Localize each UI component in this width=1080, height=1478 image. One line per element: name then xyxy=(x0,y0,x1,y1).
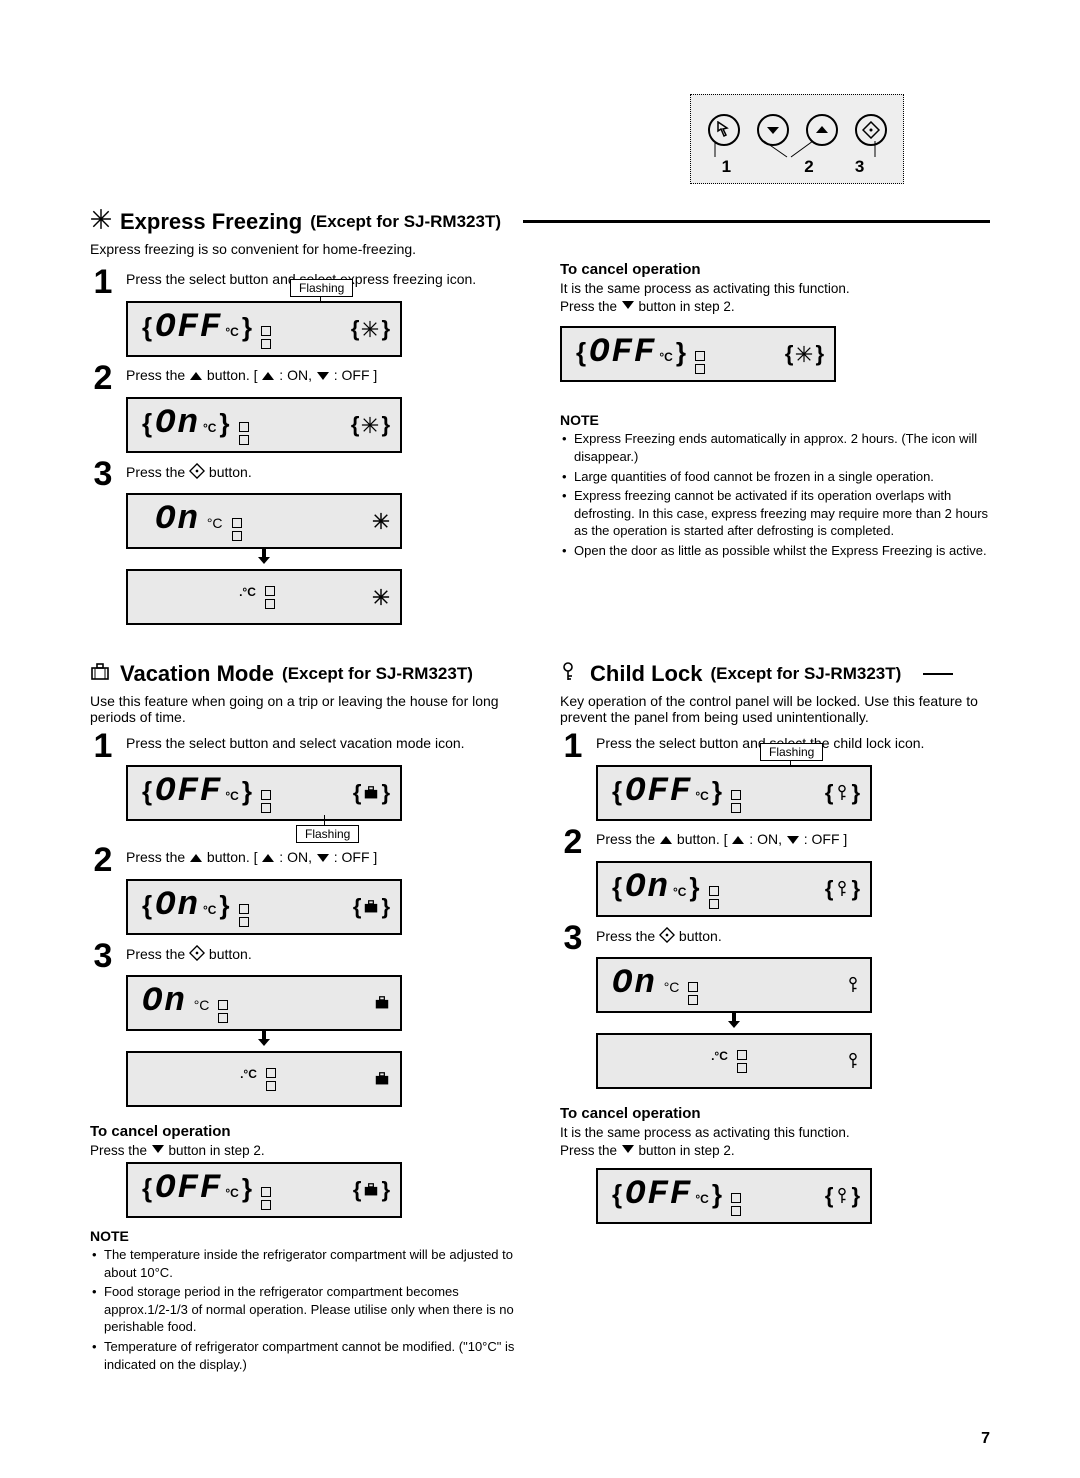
vacation-step2: Press the button. [ : ON, : OFF ] xyxy=(126,843,377,865)
key-icon xyxy=(560,662,582,687)
lcd-cl-result1: On °C xyxy=(596,957,872,1013)
express-notes: Express Freezing ends automatically in a… xyxy=(560,430,990,559)
suitcase-icon xyxy=(374,996,390,1010)
vacation-step3: Press the button. xyxy=(126,939,252,962)
flashing-label: Flashing xyxy=(290,279,353,297)
panel-label-3: 3 xyxy=(855,157,864,177)
step-num-2: 2 xyxy=(90,361,116,395)
lcd-vac-off: {OFF°C} {} xyxy=(126,765,402,821)
express-desc: Express freezing is so convenient for ho… xyxy=(90,241,990,257)
vacation-notes: The temperature inside the refrigerator … xyxy=(90,1246,520,1373)
key-icon xyxy=(846,1052,860,1070)
vac-cancel-head: To cancel operation xyxy=(90,1123,520,1140)
flashing-label: Flashing xyxy=(296,825,359,843)
lcd-cl-result2: .°C xyxy=(596,1033,872,1089)
control-panel-diagram: 1 2 3 xyxy=(690,94,904,184)
snowflake-icon xyxy=(90,208,112,235)
up-button-icon xyxy=(806,114,838,146)
lcd-express-result1: {On °C xyxy=(126,493,402,549)
down-arrow-icon xyxy=(126,547,402,569)
lcd-cl-on: {On°C} {} xyxy=(596,861,872,917)
lcd-express-result2: .°C xyxy=(126,569,402,625)
down-button-icon xyxy=(757,114,789,146)
suitcase-icon xyxy=(374,1072,390,1086)
select-button-icon xyxy=(708,114,740,146)
vacation-subtitle: (Except for SJ-RM323T) xyxy=(282,664,473,684)
flashing-label: Flashing xyxy=(760,743,823,761)
vac-step-num-1: 1 xyxy=(90,729,116,763)
childlock-heading: Child Lock (Except for SJ-RM323T) xyxy=(560,661,990,687)
childlock-title: Child Lock xyxy=(590,661,702,687)
lcd-express-on: {On°C} {} xyxy=(126,397,402,453)
childlock-step3: Press the button. xyxy=(596,921,722,944)
panel-label-1: 1 xyxy=(722,157,731,177)
vac-step-num-2: 2 xyxy=(90,843,116,877)
vac-note-head: NOTE xyxy=(90,1228,520,1244)
step-num-1: 1 xyxy=(90,265,116,299)
childlock-step2: Press the button. [ : ON, : OFF ] xyxy=(596,825,847,847)
step-num-3: 3 xyxy=(90,457,116,491)
lcd-cl-off: {OFF°C} {} xyxy=(596,765,872,821)
express-step2-text: Press the button. [ : ON, : OFF ] xyxy=(126,361,377,383)
enter-button-icon xyxy=(855,114,887,146)
express-step3-text: Press the button. xyxy=(126,457,252,480)
vac-cancel-text: Press the button in step 2. xyxy=(90,1142,520,1160)
cl-cancel-text: It is the same process as activating thi… xyxy=(560,1124,990,1160)
lcd-vac-cancel: {OFF°C} {} xyxy=(126,1162,402,1218)
express-heading: Express Freezing (Except for SJ-RM323T) xyxy=(90,208,990,235)
suitcase-icon xyxy=(90,663,112,686)
express-cancel-text: It is the same process as activating thi… xyxy=(560,280,990,316)
lcd-express-cancel: {OFF°C} {} xyxy=(560,326,836,382)
cl-cancel-head: To cancel operation xyxy=(560,1105,990,1122)
panel-label-2: 2 xyxy=(804,157,813,177)
cl-step-num-2: 2 xyxy=(560,825,586,859)
childlock-subtitle: (Except for SJ-RM323T) xyxy=(710,664,901,684)
express-subtitle: (Except for SJ-RM323T) xyxy=(310,212,501,232)
lcd-vac-on: {On°C} {} xyxy=(126,879,402,935)
express-title: Express Freezing xyxy=(120,209,302,235)
snowflake-icon xyxy=(372,512,390,530)
express-cancel-head: To cancel operation xyxy=(560,261,990,278)
lcd-vac-result1: On °C xyxy=(126,975,402,1031)
lcd-vac-result2: .°C xyxy=(126,1051,402,1107)
lcd-cl-cancel: {OFF°C} {} xyxy=(596,1168,872,1224)
vacation-desc: Use this feature when going on a trip or… xyxy=(90,693,520,725)
cl-step-num-1: 1 xyxy=(560,729,586,763)
childlock-desc: Key operation of the control panel will … xyxy=(560,693,990,725)
express-note-head: NOTE xyxy=(560,412,990,428)
cl-step-num-3: 3 xyxy=(560,921,586,955)
lcd-express-off: {OFF°C} {} xyxy=(126,301,402,357)
vacation-heading: Vacation Mode (Except for SJ-RM323T) xyxy=(90,661,520,687)
vacation-title: Vacation Mode xyxy=(120,661,274,687)
key-icon xyxy=(846,976,860,994)
vacation-step1: Press the select button and select vacat… xyxy=(126,729,465,751)
vac-step-num-3: 3 xyxy=(90,939,116,973)
page-number: 7 xyxy=(981,1430,990,1448)
snowflake-icon xyxy=(372,588,390,606)
